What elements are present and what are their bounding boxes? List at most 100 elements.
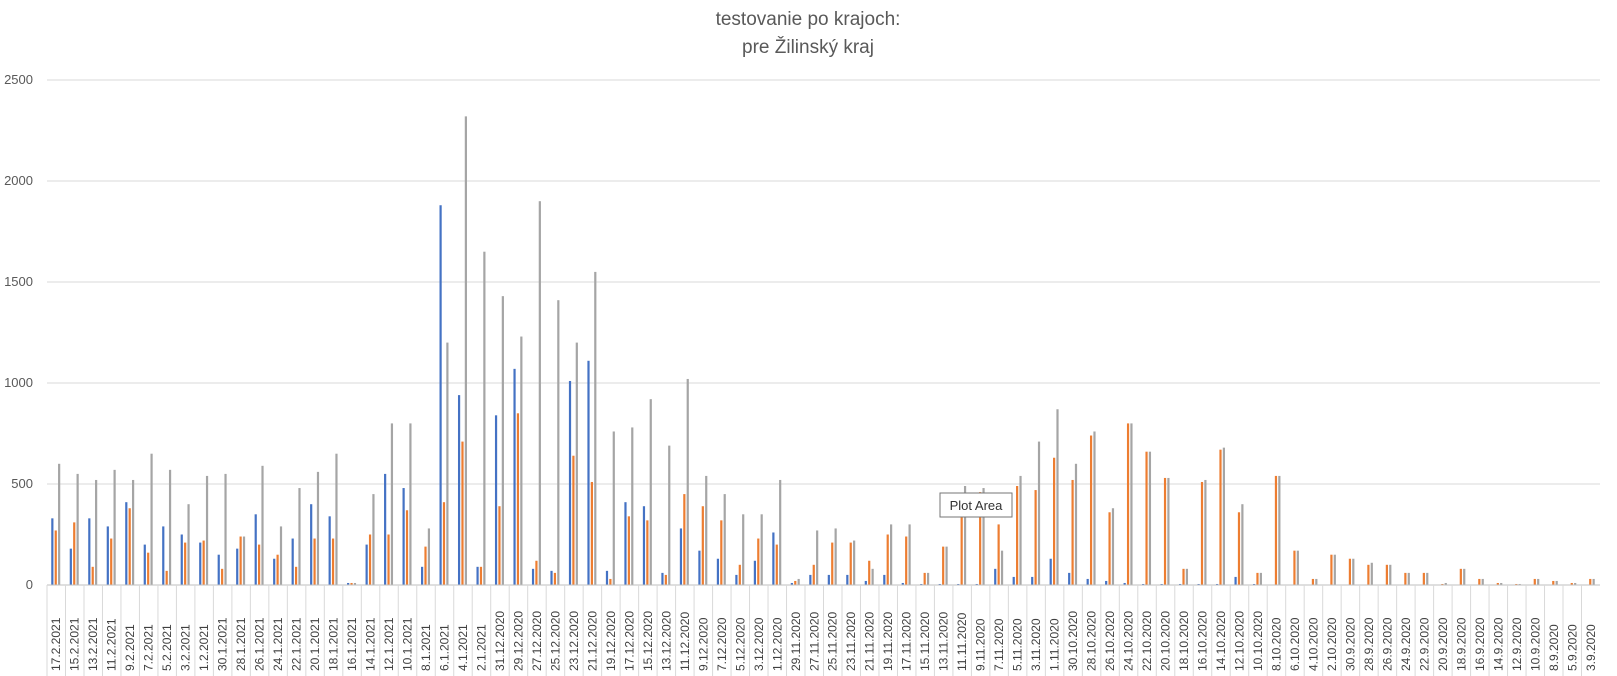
bar-series-1[interactable]: [679, 528, 683, 585]
bar-series-3[interactable]: [1352, 558, 1355, 585]
bar-series-3[interactable]: [649, 399, 652, 585]
bar-series-2[interactable]: [387, 534, 390, 586]
bar-series-1[interactable]: [772, 532, 775, 585]
bar-series-3[interactable]: [1185, 568, 1189, 585]
bar-series-3[interactable]: [187, 504, 190, 585]
bar-series-1[interactable]: [273, 558, 276, 585]
bar-series-2[interactable]: [184, 542, 187, 585]
bar-series-2[interactable]: [1145, 451, 1148, 585]
bar-series-3[interactable]: [76, 473, 79, 585]
bar-series-3[interactable]: [1278, 475, 1281, 585]
bar-series-3[interactable]: [1148, 451, 1152, 585]
bar-series-1[interactable]: [199, 542, 202, 585]
bar-series-3[interactable]: [113, 469, 116, 585]
bar-series-1[interactable]: [809, 574, 812, 585]
bar-series-1[interactable]: [753, 560, 756, 585]
bar-series-2[interactable]: [1515, 583, 1518, 585]
bar-series-1[interactable]: [457, 395, 461, 585]
bar-series-2[interactable]: [1108, 512, 1111, 585]
bars[interactable]: [51, 116, 1595, 586]
bar-series-1[interactable]: [661, 572, 664, 585]
bar-series-3[interactable]: [501, 296, 504, 585]
bar-series-3[interactable]: [372, 494, 375, 585]
bar-series-3[interactable]: [723, 494, 726, 585]
bar-series-3[interactable]: [1204, 479, 1207, 585]
bar-series-3[interactable]: [168, 469, 172, 585]
bar-series-3[interactable]: [1167, 477, 1170, 585]
bar-series-3[interactable]: [982, 488, 985, 585]
bar-series-3[interactable]: [834, 528, 837, 585]
bar-series-2[interactable]: [868, 560, 871, 585]
bar-series-1[interactable]: [735, 574, 738, 585]
bar-series-1[interactable]: [1234, 576, 1237, 585]
bar-series-3[interactable]: [1111, 508, 1115, 585]
bar-series-1[interactable]: [568, 380, 572, 585]
bar-series-3[interactable]: [594, 271, 597, 585]
bar-series-2[interactable]: [701, 506, 704, 585]
bar-series-1[interactable]: [1252, 583, 1256, 585]
bar-series-1[interactable]: [642, 506, 646, 585]
bar-series-2[interactable]: [627, 516, 630, 585]
bar-series-1[interactable]: [106, 526, 109, 585]
bar-series-1[interactable]: [125, 502, 128, 585]
bar-series-2[interactable]: [276, 554, 279, 585]
bar-series-3[interactable]: [926, 572, 930, 585]
bar-series-2[interactable]: [239, 536, 242, 585]
bar-series-2[interactable]: [294, 566, 298, 585]
bar-series-3[interactable]: [1222, 447, 1225, 585]
bar-series-1[interactable]: [1086, 578, 1089, 585]
bar-series-1[interactable]: [328, 516, 331, 585]
bar-series-3[interactable]: [557, 300, 560, 585]
bar-series-2[interactable]: [405, 510, 409, 585]
bar-series-2[interactable]: [479, 566, 483, 585]
bar-series-1[interactable]: [347, 582, 350, 585]
bar-series-3[interactable]: [908, 524, 911, 585]
bar-series-2[interactable]: [1219, 449, 1222, 585]
bar-series-1[interactable]: [180, 534, 183, 586]
bar-series-1[interactable]: [1012, 576, 1015, 585]
bar-series-1[interactable]: [1049, 558, 1052, 585]
bar-series-2[interactable]: [1441, 583, 1444, 585]
bar-series-3[interactable]: [1259, 572, 1262, 585]
bar-series-3[interactable]: [853, 540, 856, 585]
bar-series-2[interactable]: [1496, 582, 1499, 585]
bar-series-2[interactable]: [738, 564, 741, 585]
bar-series-1[interactable]: [1160, 583, 1163, 585]
bar-series-1[interactable]: [624, 502, 627, 585]
bar-series-1[interactable]: [790, 582, 793, 585]
bar-series-2[interactable]: [553, 572, 557, 585]
bar-series-3[interactable]: [279, 526, 283, 585]
bar-series-1[interactable]: [901, 582, 904, 585]
bar-series-3[interactable]: [316, 471, 320, 585]
bar-series-3[interactable]: [298, 488, 301, 585]
bar-series-2[interactable]: [202, 540, 205, 585]
bar-series-1[interactable]: [162, 526, 165, 585]
bar-series-3[interactable]: [1093, 431, 1096, 585]
bar-series-2[interactable]: [1256, 572, 1259, 585]
bar-series-3[interactable]: [95, 479, 98, 585]
bar-series-3[interactable]: [353, 582, 357, 585]
bar-series-3[interactable]: [427, 528, 431, 585]
bar-series-1[interactable]: [1142, 583, 1145, 585]
bar-series-3[interactable]: [1000, 550, 1004, 585]
bar-series-3[interactable]: [631, 427, 634, 585]
bar-series-1[interactable]: [957, 583, 960, 585]
bar-series-1[interactable]: [1215, 583, 1219, 585]
bar-series-3[interactable]: [335, 453, 338, 585]
bar-series-1[interactable]: [1068, 572, 1071, 585]
bar-series-2[interactable]: [683, 494, 686, 585]
bar-series-2[interactable]: [128, 508, 131, 585]
bar-series-2[interactable]: [368, 534, 372, 586]
bar-series-2[interactable]: [1293, 550, 1296, 585]
bar-series-1[interactable]: [920, 583, 923, 585]
bar-series-2[interactable]: [812, 564, 815, 585]
bar-series-3[interactable]: [1074, 463, 1078, 585]
bar-series-3[interactable]: [1426, 572, 1429, 585]
bar-series-2[interactable]: [1200, 481, 1204, 585]
bar-series-2[interactable]: [498, 506, 501, 585]
bar-series-3[interactable]: [1592, 578, 1595, 585]
bar-series-1[interactable]: [698, 550, 701, 585]
bar-series-2[interactable]: [424, 546, 427, 585]
bar-series-2[interactable]: [646, 520, 649, 585]
bar-series-2[interactable]: [1552, 580, 1555, 585]
